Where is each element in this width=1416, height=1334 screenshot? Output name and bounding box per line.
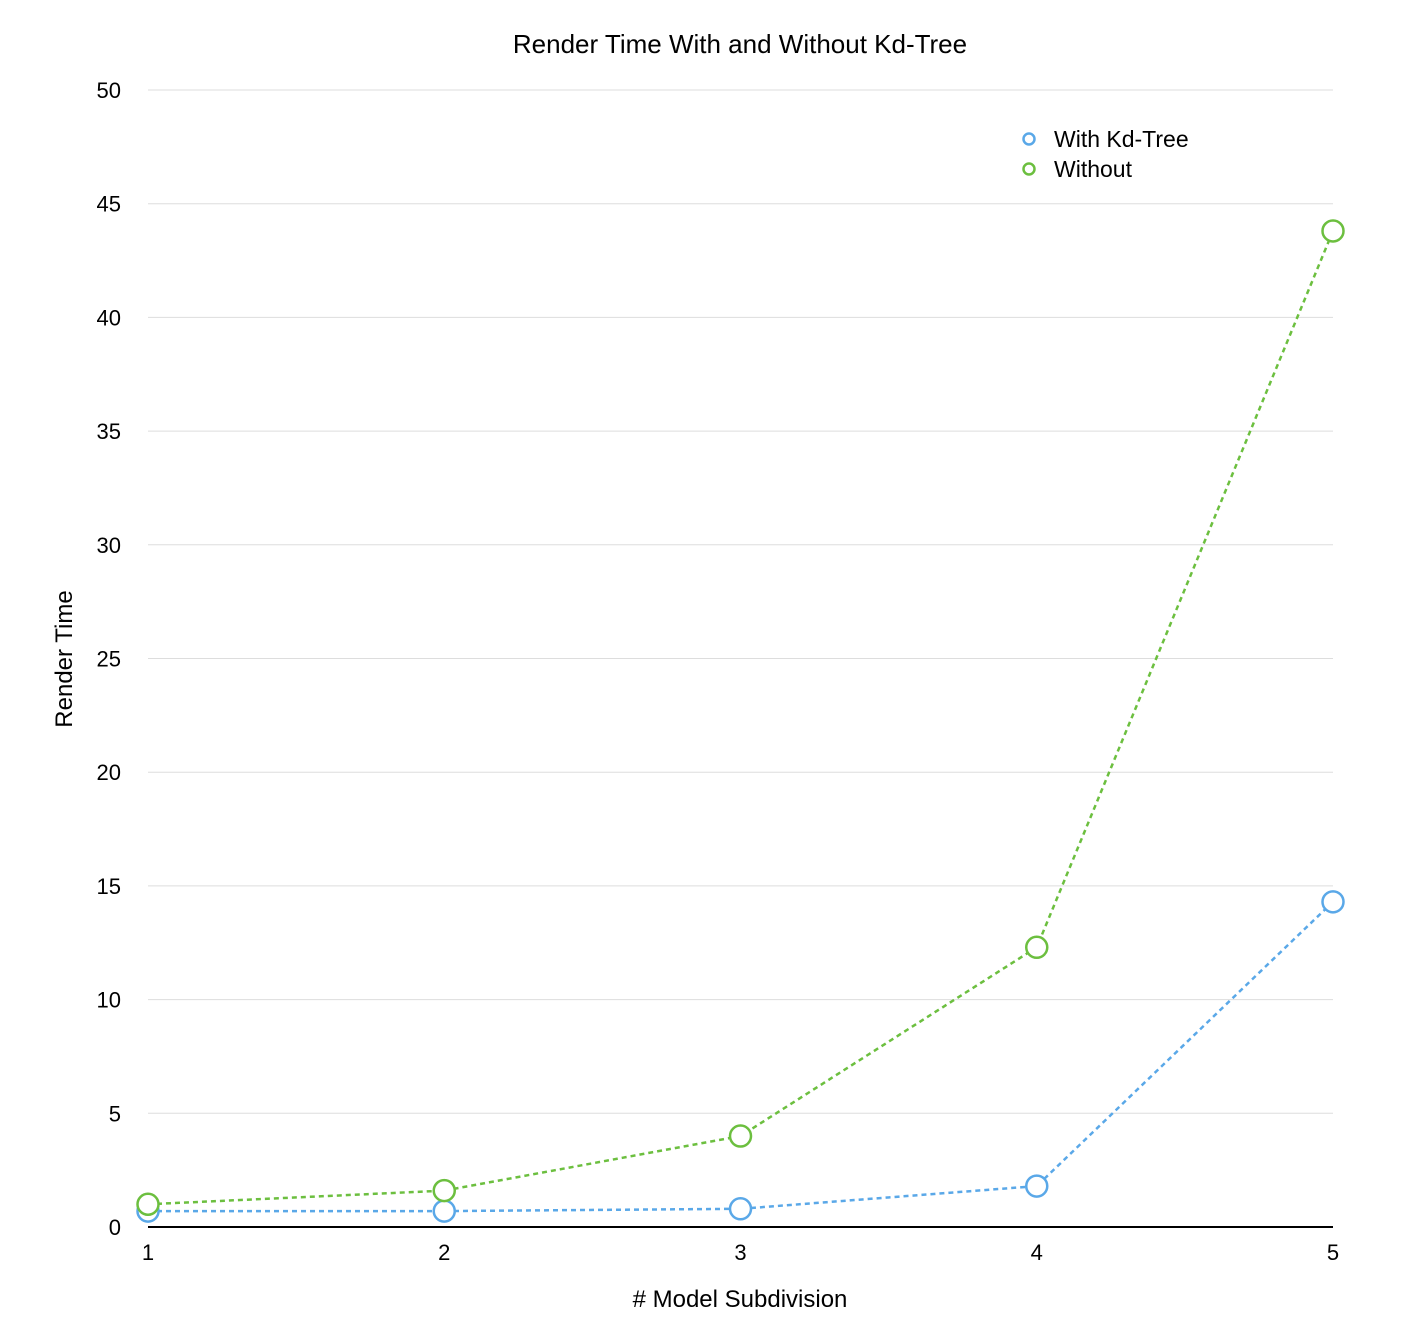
data-point: [1321, 219, 1345, 243]
y-tick-label: 0: [109, 1215, 121, 1240]
y-axis-label: Render Time: [51, 590, 78, 727]
data-point: [136, 1192, 160, 1217]
legend: With Kd-Tree Without: [1022, 126, 1189, 182]
legend-label: With Kd-Tree: [1054, 126, 1189, 152]
chart-title: Render Time With and Without Kd-Tree: [513, 29, 967, 59]
x-tick-label: 5: [1327, 1240, 1339, 1265]
series-lines: [147, 230, 1335, 1213]
series-line: [148, 900, 1334, 1213]
data-point: [432, 1199, 456, 1223]
legend-label: Without: [1054, 156, 1133, 182]
y-tick-label: 15: [97, 874, 121, 899]
data-point: [1321, 890, 1345, 914]
data-markers: [136, 219, 1345, 1223]
legend-marker: [1022, 132, 1036, 146]
data-point: [432, 1178, 456, 1203]
data-point: [1025, 1174, 1049, 1198]
x-axis-label: # Model Subdivision: [633, 1286, 848, 1313]
x-tick-label: 2: [438, 1240, 450, 1265]
y-tick-label: 50: [97, 78, 121, 103]
y-tick-label: 20: [97, 760, 121, 785]
x-tick-label: 4: [1031, 1240, 1043, 1265]
x-tick-label: 3: [734, 1240, 746, 1265]
y-tick-label: 10: [97, 988, 121, 1013]
y-axis-ticks: 0 5 10 15 20 25 30 35 40 45 50: [97, 78, 121, 1240]
data-point: [728, 1197, 753, 1221]
legend-marker: [1022, 162, 1036, 176]
series-line: [147, 230, 1335, 1206]
x-axis-ticks: 1 2 3 4 5: [142, 1240, 1339, 1265]
data-point: [1025, 935, 1049, 960]
y-tick-label: 35: [97, 419, 121, 444]
y-tick-label: 45: [97, 192, 121, 217]
gridlines: [148, 89, 1333, 1114]
x-tick-label: 1: [142, 1240, 154, 1265]
y-tick-label: 5: [109, 1101, 121, 1126]
y-tick-label: 40: [97, 305, 121, 330]
y-tick-label: 25: [97, 647, 121, 672]
data-point: [728, 1124, 753, 1148]
y-tick-label: 30: [97, 533, 121, 558]
